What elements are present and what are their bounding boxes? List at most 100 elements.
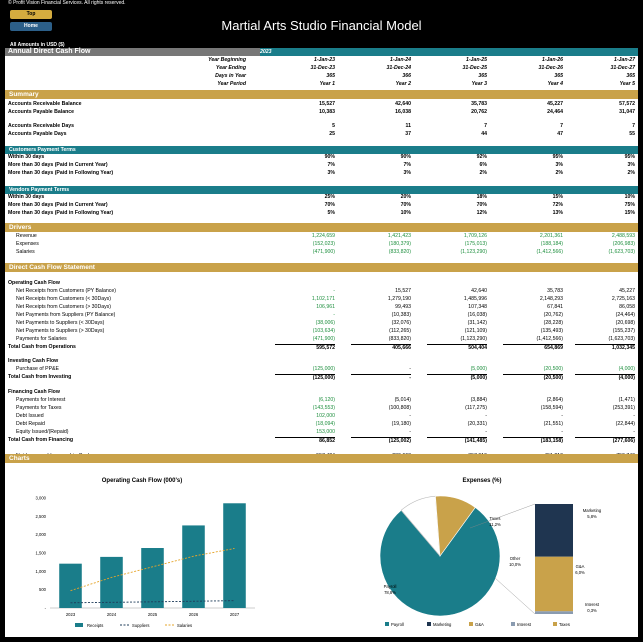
stack-segment-marketing <box>535 504 573 557</box>
row-value: - <box>561 429 563 435</box>
row-value: 2% <box>479 170 488 176</box>
table-row: Accounts Receivable Days 5 11 7 7 7 <box>5 123 638 130</box>
row-value: (1,623,703) <box>608 336 635 342</box>
row-value: - <box>409 429 411 435</box>
row-value: (152,023) <box>312 241 335 247</box>
row-value: 10% <box>400 210 411 216</box>
year-header: 2027 <box>260 81 272 87</box>
row-value: (24,464) <box>615 312 635 318</box>
row-value: (1,412,566) <box>536 249 563 255</box>
connector-line <box>469 503 536 529</box>
year-header-bar: 2023 2024 2025 2026 2027 <box>260 48 638 87</box>
operating-cash-flow-chart: Operating Cash Flow (000's) - 500 1,000 1,50… <box>36 478 255 628</box>
row-value: - <box>633 413 635 419</box>
row-value: 1-Jan-24 <box>389 57 411 63</box>
top-button[interactable]: Top <box>10 10 52 19</box>
table-row: Net Payments to Suppliers (< 30Days) (38,… <box>5 320 638 327</box>
row-value: - <box>409 413 411 419</box>
table-row: Accounts Payable Days 25 37 44 47 55 <box>5 131 638 138</box>
row-label: Net Payments to Suppliers (< 30Days) <box>16 320 105 326</box>
row-label: Total Cash from Investing <box>8 374 72 380</box>
row-value: 504,404 <box>427 344 487 352</box>
table-title: Annual Direct Cash Flow <box>5 48 260 56</box>
row-value: (135,493) <box>540 328 563 334</box>
row-value: (253,391) <box>612 405 635 411</box>
row-value: (4,000) <box>575 374 635 382</box>
row-label: Total Cash from Financing <box>8 437 74 443</box>
row-label: Accounts Payable Balance <box>8 109 75 115</box>
row-value: (2,864) <box>546 397 563 403</box>
row-value: 35,783 <box>471 101 487 107</box>
year-header: 2024 <box>260 57 272 63</box>
row-label: Net Payments to Suppliers (> 30Days) <box>16 328 105 334</box>
row-value: 95% <box>552 154 563 160</box>
row-value: (19,180) <box>391 421 411 427</box>
row-value: 2,148,293 <box>539 296 563 302</box>
row-value: Year 5 <box>619 81 635 87</box>
row-value: (277,606) <box>575 437 635 445</box>
table-row: Net Payments from Suppliers (PY Balance)… <box>5 312 638 319</box>
slice-label: 10,0% <box>509 562 521 567</box>
row-value: 35,783 <box>547 288 563 294</box>
row-label: More than 30 days (Paid in Current Year) <box>8 202 108 208</box>
bar-receipts <box>182 525 205 608</box>
row-value: 1-Jan-23 <box>313 57 335 63</box>
section-charts: Charts <box>5 454 638 463</box>
row-value: 55 <box>629 131 635 137</box>
table-row: Accounts Receivable Balance 15,527 42,640 3… <box>5 101 638 108</box>
row-label: More than 30 days (Paid in Following Yea… <box>8 210 114 216</box>
table-row: Purchase of PP&E (125,000) - (5,000) (20,500… <box>5 366 638 373</box>
row-value: (143,553) <box>312 405 335 411</box>
row-value: 7% <box>403 162 412 168</box>
legend-label: Taxes <box>559 622 570 627</box>
row-label: Investing Cash Flow <box>8 358 59 364</box>
row-value: 1,485,996 <box>463 296 487 302</box>
table-row: Revenue 1,224,659 1,421,423 1,709,126 2,201,… <box>5 233 638 240</box>
row-value: 5 <box>332 123 335 129</box>
row-label: Year Ending <box>215 65 246 71</box>
cash-flow-sheet: Annual Direct Cash Flow 2023 2024 2025 2026… <box>5 48 638 476</box>
row-value: - <box>351 374 411 382</box>
x-tick-label: 2026 <box>189 612 199 617</box>
row-label: Within 30 days <box>8 154 45 160</box>
period-row: Days in Year 365 366 365 365 365 <box>5 73 638 80</box>
table-row: Within 30 days 25% 20% 18% 15% 10% <box>5 194 638 201</box>
row-value: 31-Dec-24 <box>386 65 411 71</box>
row-label: Accounts Receivable Days <box>8 123 75 129</box>
row-value: 67,841 <box>547 304 563 310</box>
row-value: (471,900) <box>312 249 335 255</box>
y-tick-label: 1,000 <box>36 569 47 574</box>
row-value: (21,551) <box>543 421 563 427</box>
pie-slice-taxes <box>435 495 476 557</box>
legend-label: Salaries <box>177 623 192 628</box>
row-label: Salaries <box>16 249 35 255</box>
slice-label: 5,8% <box>587 514 597 519</box>
row-value: 31,047 <box>619 109 635 115</box>
row-value: 13% <box>552 210 563 216</box>
row-value: 99,493 <box>395 304 411 310</box>
row-value: 1-Jan-27 <box>613 57 635 63</box>
table-row: More than 30 days (Paid in Current Year)… <box>5 202 638 209</box>
row-value: Year 4 <box>547 81 563 87</box>
year-header: 2026 <box>260 73 272 79</box>
legend-swatch <box>553 622 557 626</box>
table-row: Net Payments to Suppliers (> 30Days) (103… <box>5 328 638 335</box>
row-label: Net Receipts from Customers (> 30Days) <box>16 304 111 310</box>
table-row: Net Receipts from Customers (< 30Days) 1,… <box>5 296 638 303</box>
row-label: Debt Issued <box>16 413 44 419</box>
row-value: 70% <box>324 202 335 208</box>
row-label: Revenue <box>16 233 37 239</box>
row-value: (10,383) <box>391 312 411 318</box>
stack-segment-ganda <box>535 556 573 612</box>
row-value: (20,500) <box>503 374 563 382</box>
x-tick-label: 2024 <box>107 612 117 617</box>
row-value: (117,275) <box>465 405 487 411</box>
home-button[interactable]: Home <box>10 22 52 31</box>
section-vendors-terms: Vendors Payment Terms <box>5 186 638 194</box>
row-label: Equity Issued/(Repaid) <box>16 429 69 435</box>
row-value: (125,000) <box>312 366 335 372</box>
row-value: - <box>409 366 411 372</box>
row-value: - <box>561 413 563 419</box>
row-label: Accounts Receivable Balance <box>8 101 82 107</box>
row-value: 366 <box>402 73 411 79</box>
